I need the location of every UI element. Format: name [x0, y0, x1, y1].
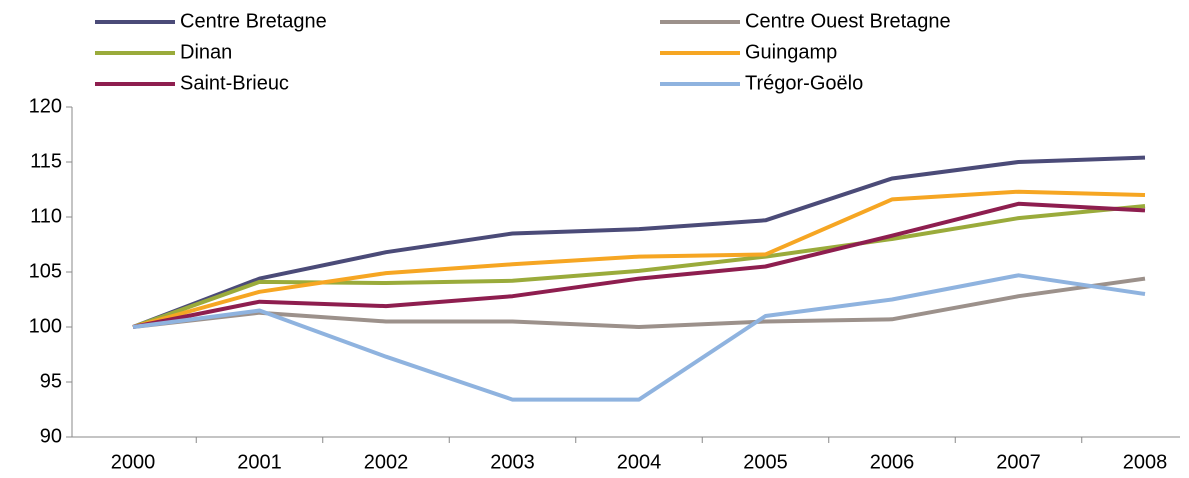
legend-label: Saint-Brieuc [180, 72, 289, 94]
y-tick-label: 90 [40, 425, 62, 447]
y-tick-label: 100 [29, 315, 62, 337]
legend-label: Guingamp [745, 41, 837, 63]
series-line [132, 155, 1146, 329]
y-tick-label: 120 [29, 95, 62, 117]
x-tick-label: 2003 [490, 451, 535, 473]
x-tick-label: 2004 [617, 451, 662, 473]
legend-label: Trégor-Goëlo [745, 72, 863, 94]
x-tick-label: 2002 [364, 451, 409, 473]
y-tick-label: 115 [30, 150, 62, 172]
y-tick-label: 105 [29, 260, 62, 282]
series-line [132, 204, 1146, 329]
x-tick-label: 2007 [996, 451, 1041, 473]
x-tick-label: 2001 [237, 451, 282, 473]
series-line [132, 273, 1146, 402]
series-line [132, 189, 1146, 329]
y-tick-label: 110 [30, 205, 62, 227]
legend-label: Dinan [180, 41, 232, 63]
x-tick-label: 2006 [870, 451, 915, 473]
x-tick-label: 2005 [743, 451, 788, 473]
x-tick-label: 2000 [111, 451, 156, 473]
legend-label: Centre Bretagne [180, 10, 327, 32]
x-tick-label: 2008 [1123, 451, 1168, 473]
y-tick-label: 95 [40, 370, 62, 392]
series-line [132, 276, 1146, 329]
series-line [132, 201, 1146, 329]
legend-label: Centre Ouest Bretagne [745, 10, 951, 32]
